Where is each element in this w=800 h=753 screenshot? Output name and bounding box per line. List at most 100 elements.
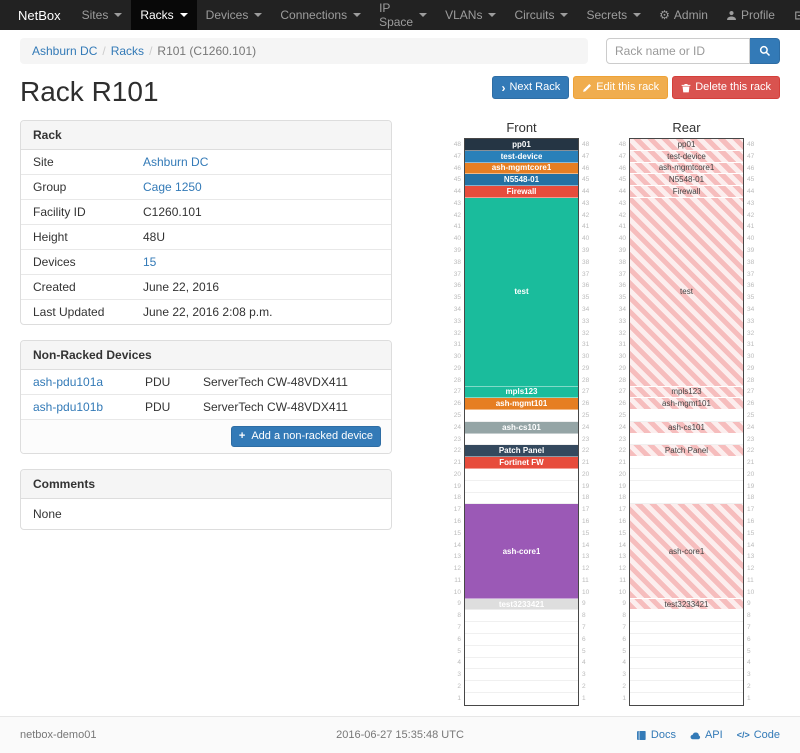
device-label: N5548-01: [668, 175, 705, 185]
rack-unit-empty: [630, 692, 743, 705]
rack-device-firewall[interactable]: Firewall: [630, 186, 743, 198]
code-icon: </>: [736, 730, 750, 740]
plus-icon: +: [238, 430, 246, 442]
rack-device-mpls123[interactable]: mpls123: [630, 386, 743, 399]
rack-device-test[interactable]: test: [465, 197, 578, 387]
rear-elevation: Rear 48 47 46 45 44 43 42 41 40 39 38 37 36 35 34 33 32 31…: [615, 120, 758, 706]
device-label: ash-cs101: [502, 422, 541, 432]
next-rack-button[interactable]: › Next Rack: [492, 76, 570, 100]
rack-info-link-devices[interactable]: 15: [143, 255, 157, 269]
unit-number: 14: [618, 541, 626, 549]
footer-link-code[interactable]: </> Code: [737, 729, 780, 741]
rack-device-ash-mgmt101[interactable]: ash-mgmt101: [465, 398, 578, 411]
rack-search: [606, 38, 780, 64]
rack-device-pp01[interactable]: pp01: [630, 139, 743, 151]
edit-rack-button[interactable]: Edit this rack: [573, 76, 669, 100]
unit-number: 11: [454, 576, 461, 584]
unit-number: 34: [582, 305, 590, 313]
rack-device-n5548-01[interactable]: N5548-01: [630, 174, 743, 187]
nav-item-sites[interactable]: Sites: [73, 0, 132, 30]
nav-item-profile[interactable]: Profile: [717, 0, 784, 30]
rack-unit-empty: [465, 469, 578, 481]
unit-number: 47: [747, 152, 755, 160]
add-non-racked-device-button[interactable]: + Add a non-racked device: [230, 426, 381, 448]
nav-item-connections[interactable]: Connections: [271, 0, 370, 30]
nav-item-label: Secrets: [586, 8, 628, 22]
unit-number: 39: [582, 247, 590, 255]
rack-info-table: Site Ashburn DC Group Cage 1250 Facility ID C…: [21, 150, 391, 324]
breadcrumb-item-racks[interactable]: Racks: [110, 44, 145, 58]
front-elevation: Front 48 47 46 45 44 43 42 41 40 39 38 37 36 35 34 33 32 3…: [450, 120, 593, 706]
rack-device-test[interactable]: test: [630, 197, 743, 387]
unit-number: 6: [622, 635, 626, 643]
book-icon: [636, 730, 647, 741]
unit-number: 10: [618, 588, 626, 596]
breadcrumb-item-ashburn-dc[interactable]: Ashburn DC: [32, 44, 98, 58]
device-link-ash-pdu101a[interactable]: ash-pdu101a: [33, 375, 104, 389]
nav-item-admin[interactable]: ⚙ Admin: [650, 0, 717, 30]
rack-device-test-device[interactable]: test-device: [465, 150, 578, 163]
rack-device-patch-panel[interactable]: Patch Panel: [630, 445, 743, 458]
device-link-ash-pdu101b[interactable]: ash-pdu101b: [33, 400, 104, 414]
rack-device-ash-mgmtcore1[interactable]: ash-mgmtcore1: [465, 162, 578, 175]
unit-number: 39: [747, 247, 755, 255]
rack-device-test3233421[interactable]: test3233421: [630, 598, 743, 611]
rack-device-fortinet-fw[interactable]: Fortinet FW: [465, 457, 578, 469]
unit-number: 30: [747, 353, 755, 361]
unit-number: 21: [453, 459, 461, 467]
brand[interactable]: NetBox: [18, 7, 61, 23]
device-label: test: [680, 287, 693, 297]
rack-unit-empty: [630, 634, 743, 646]
rack-info-label: Height: [21, 224, 131, 250]
rack-device-ash-core1[interactable]: ash-core1: [630, 504, 743, 599]
search-button[interactable]: [750, 38, 780, 64]
rack-device-firewall[interactable]: Firewall: [465, 186, 578, 198]
non-racked-table: ash-pdu101a PDU ServerTech CW-48VDX411 ash-…: [21, 370, 391, 419]
unit-number: 10: [453, 588, 461, 596]
delete-rack-button[interactable]: Delete this rack: [672, 76, 780, 100]
unit-number: 35: [747, 294, 755, 302]
footer-link-docs[interactable]: Docs: [636, 729, 676, 741]
nav-item-circuits[interactable]: Circuits: [505, 0, 577, 30]
nav-item-racks[interactable]: Racks: [131, 0, 197, 30]
unit-number: 20: [747, 470, 755, 478]
rack-device-ash-cs101[interactable]: ash-cs101: [630, 421, 743, 434]
rack-device-patch-panel[interactable]: Patch Panel: [465, 445, 578, 458]
rack-search-input[interactable]: [606, 38, 750, 64]
nav-item-ip-space[interactable]: IP Space: [370, 0, 436, 30]
device-label: test-device: [667, 151, 706, 161]
rack-device-n5548-01[interactable]: N5548-01: [465, 174, 578, 187]
rack-device-pp01[interactable]: pp01: [465, 139, 578, 151]
rack-device-test3233421[interactable]: test3233421: [465, 598, 578, 611]
nav-item-secrets[interactable]: Secrets: [577, 0, 650, 30]
rack-device-ash-core1[interactable]: ash-core1: [465, 504, 578, 599]
unit-number: 13: [582, 553, 590, 561]
rack-device-ash-mgmt101[interactable]: ash-mgmt101: [630, 398, 743, 411]
rack-info-value: 48U: [131, 224, 391, 250]
rack-device-mpls123[interactable]: mpls123: [465, 386, 578, 399]
footer-link-api[interactable]: API: [690, 729, 723, 741]
unit-number: 20: [582, 470, 590, 478]
unit-number: 44: [582, 188, 590, 196]
rack-info-link-site[interactable]: Ashburn DC: [143, 155, 209, 169]
unit-number: 28: [582, 376, 590, 384]
unit-number: 41: [618, 223, 626, 231]
nav-item-devices[interactable]: Devices: [197, 0, 272, 30]
unit-number: 3: [457, 671, 461, 679]
rack-device-ash-cs101[interactable]: ash-cs101: [465, 421, 578, 434]
unit-number: 43: [747, 199, 755, 207]
rack-device-ash-mgmtcore1[interactable]: ash-mgmtcore1: [630, 162, 743, 175]
unit-number: 22: [618, 447, 626, 455]
breadcrumb: Ashburn DC / Racks / R101 (C1260.101): [20, 38, 588, 64]
breadcrumb-row: Ashburn DC / Racks / R101 (C1260.101): [20, 38, 780, 64]
device-label: ash-mgmt101: [495, 399, 548, 409]
unit-number: 27: [582, 388, 590, 396]
rack-device-test-device[interactable]: test-device: [630, 150, 743, 163]
unit-number: 45: [747, 176, 755, 184]
unit-number: 8: [622, 612, 626, 620]
nav-item-vlans[interactable]: VLANs: [436, 0, 505, 30]
unit-number: 40: [747, 235, 755, 243]
nav-item-log-out[interactable]: Log out: [784, 0, 800, 30]
rack-info-link-group[interactable]: Cage 1250: [143, 180, 202, 194]
rack-unit-empty: [630, 433, 743, 446]
